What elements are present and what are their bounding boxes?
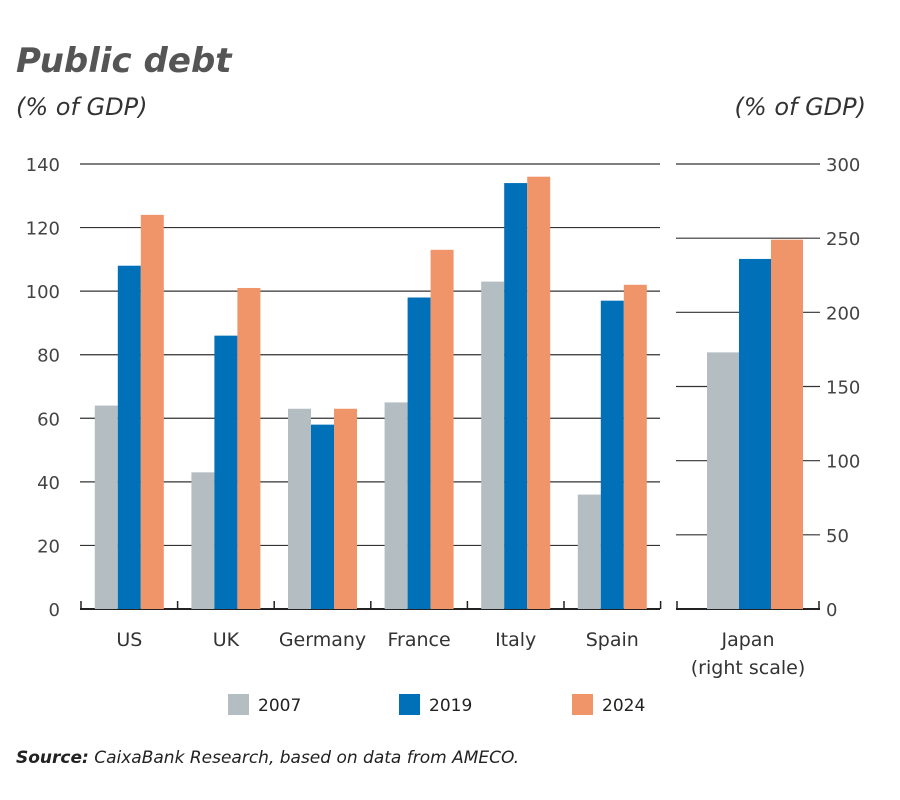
- bar-japan-2019: [739, 258, 771, 609]
- category-label: Spain: [586, 629, 639, 651]
- bar-uk-2007: [191, 472, 215, 609]
- bar-uk-2024: [237, 287, 261, 609]
- y-tick-right: 300: [826, 155, 860, 176]
- bar-italy-2024: [527, 176, 551, 609]
- y-tick-left: 0: [49, 600, 60, 621]
- legend-label-2007: 2007: [258, 696, 301, 716]
- source-note: Source: CaixaBank Research, based on dat…: [16, 748, 519, 768]
- y-tick-right: 200: [826, 303, 860, 324]
- category-label: France: [388, 629, 451, 651]
- legend-label-2024: 2024: [602, 696, 645, 716]
- bar-uk-2019: [214, 335, 238, 609]
- bar-spain-2007: [577, 494, 601, 609]
- bar-italy-2019: [504, 183, 528, 610]
- y-tick-left: 120: [26, 219, 60, 240]
- legend-swatch-2007: [228, 694, 249, 715]
- bar-france-2019: [407, 297, 431, 609]
- legend-swatch-2019: [399, 694, 420, 715]
- y-tick-left: 20: [37, 536, 60, 557]
- chart-title: Public debt: [16, 41, 233, 81]
- left-axis-unit: (% of GDP): [16, 93, 147, 121]
- category-label: UK: [213, 629, 240, 651]
- y-tick-right: 250: [826, 229, 860, 250]
- bar-spain-2019: [600, 300, 624, 609]
- y-tick-left: 100: [26, 282, 60, 303]
- y-tick-right: 150: [826, 378, 860, 399]
- bar-germany-2007: [288, 408, 311, 609]
- bar-us-2007: [94, 405, 118, 609]
- y-tick-right: 100: [826, 452, 860, 473]
- bar-france-2007: [384, 402, 408, 609]
- bar-us-2019: [117, 265, 141, 609]
- y-tick-left: 40: [37, 473, 60, 494]
- bar-spain-2024: [623, 284, 647, 609]
- legend-swatch-2024: [572, 694, 593, 715]
- category-label: Germany: [279, 629, 366, 651]
- bar-italy-2007: [481, 281, 505, 609]
- category-label-japan: Japan: [721, 629, 775, 651]
- bar-japan-2024: [771, 239, 803, 609]
- y-tick-right: 50: [826, 526, 849, 547]
- source-label: Source:: [16, 748, 89, 768]
- source-text: CaixaBank Research, based on data from A…: [89, 748, 519, 768]
- bar-us-2024: [140, 214, 164, 609]
- y-tick-left: 80: [37, 346, 60, 367]
- bar-germany-2019: [311, 424, 334, 609]
- right-axis-unit: (% of GDP): [735, 93, 866, 121]
- category-label: US: [116, 629, 142, 651]
- category-note-japan: (right scale): [691, 657, 805, 679]
- bar-japan-2007: [707, 352, 739, 609]
- bar-france-2024: [430, 249, 454, 610]
- y-tick-left: 60: [37, 409, 60, 430]
- category-label: Italy: [495, 629, 536, 651]
- legend-label-2019: 2019: [429, 696, 472, 716]
- bar-germany-2024: [334, 408, 357, 609]
- y-tick-left: 140: [26, 155, 60, 176]
- y-tick-right: 0: [826, 600, 837, 621]
